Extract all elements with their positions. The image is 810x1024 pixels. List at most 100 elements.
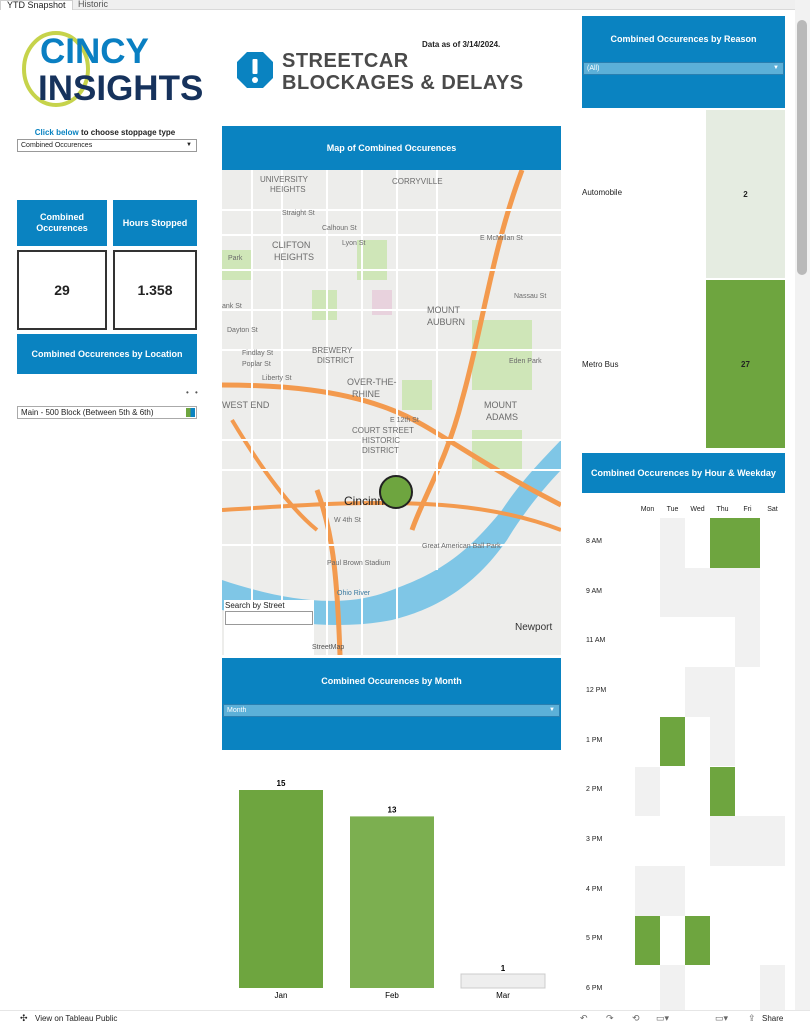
heatmap-cell[interactable]	[660, 865, 685, 916]
month-bar-mar[interactable]	[460, 973, 546, 989]
map-label-mcmillan: E McMillan St	[480, 235, 523, 242]
month-chart: 15 Jan 13 Feb 1 Mar	[222, 765, 561, 1000]
tab-bar: YTD Snapshot Historic	[0, 0, 795, 10]
map-label-mount: MOUNT	[427, 305, 460, 315]
redo-icon[interactable]: ↷	[606, 1013, 614, 1023]
heatmap-cell[interactable]	[735, 518, 760, 568]
map-label-district2: DISTRICT	[362, 446, 399, 455]
map-canvas[interactable]: UNIVERSITY HEIGHTS CORRYVILLE CLIFTON HE…	[222, 170, 561, 655]
heatmap-cell[interactable]	[735, 816, 760, 866]
map-label-historic: HISTORIC	[362, 436, 400, 445]
share-button[interactable]: Share	[762, 1014, 784, 1023]
map-label-paul-brown: Paul Brown Stadium	[327, 560, 391, 567]
heatmap-cell[interactable]	[710, 816, 735, 866]
heatmap-cell[interactable]	[660, 716, 685, 767]
location-list-item[interactable]: Main - 500 Block (Between 5th & 6th)	[17, 406, 197, 419]
heatmap-cell[interactable]	[660, 567, 685, 618]
hour-label: 11 AM	[586, 637, 606, 645]
month-bar-jan[interactable]	[239, 790, 323, 988]
hour-label: 1 PM	[586, 736, 603, 744]
map[interactable]: UNIVERSITY HEIGHTS CORRYVILLE CLIFTON HE…	[222, 170, 561, 655]
map-search-input[interactable]	[225, 611, 313, 625]
month-bar-feb[interactable]	[350, 816, 434, 988]
reason-label-automobile: Automobile	[582, 188, 623, 197]
location-header: Combined Occurences by Location	[17, 334, 197, 374]
heatmap-cell[interactable]	[710, 716, 735, 767]
map-label-rhine: RHINE	[352, 389, 380, 399]
heatmap-cell[interactable]	[635, 766, 660, 817]
view-on-tableau-link[interactable]: View on Tableau Public	[35, 1014, 118, 1023]
weekday-label: Mon	[640, 506, 655, 513]
occurences-kpi-value: 29	[17, 250, 107, 330]
undo-icon[interactable]: ↶	[580, 1013, 588, 1023]
location-more-icon[interactable]: • •	[186, 388, 200, 397]
heatmap-cell[interactable]	[660, 518, 685, 568]
heatmap-cell[interactable]	[710, 518, 735, 568]
hour-label: 6 PM	[586, 985, 603, 993]
dashboard-title: STREETCAR BLOCKAGES & DELAYS	[282, 50, 524, 94]
revert-icon[interactable]: ⟲	[632, 1013, 640, 1023]
month-category-label: Mar	[496, 991, 510, 1000]
map-label-adams: ADAMS	[486, 412, 518, 422]
month-category-label: Jan	[275, 991, 288, 1000]
tableau-toolbar: ✣ View on Tableau Public ↶ ↷ ⟲ ▭▾ ▭▾ ⇪ S…	[0, 1010, 810, 1024]
map-label-poplar: Poplar St	[242, 361, 271, 368]
heatmap-cell[interactable]	[760, 816, 785, 866]
hours-kpi-value: 1.358	[113, 250, 197, 330]
logo-text-insights: INSIGHTS	[38, 69, 203, 108]
map-label-findlay: Findlay St	[242, 350, 273, 357]
map-label-heights: HEIGHTS	[270, 185, 306, 194]
map-label-eden-park: Eden Park	[509, 358, 542, 365]
month-header: Combined Occurences by Month	[321, 676, 462, 686]
reason-filter-value: (All)	[587, 65, 600, 72]
month-header-panel: Combined Occurences by Month Month ▼	[222, 658, 561, 750]
heatmap-cell[interactable]	[660, 965, 685, 1015]
heatmap-cell[interactable]	[710, 667, 735, 717]
map-label-westend: WEST END	[222, 400, 270, 410]
stoppage-type-value: Combined Occurences	[21, 142, 93, 149]
heatmap-cell[interactable]	[685, 567, 710, 618]
device-layout-icon[interactable]: ▭▾	[715, 1013, 729, 1023]
logo-text-cincy: CINCY	[40, 32, 149, 71]
map-label-clifton-heights: HEIGHTS	[274, 252, 314, 262]
scrollbar-thumb[interactable]	[797, 20, 807, 275]
map-label-nassau: Nassau St	[514, 293, 546, 300]
tab-historic[interactable]: Historic	[78, 0, 109, 9]
heatmap-cell[interactable]	[685, 915, 710, 966]
heatmap-cell[interactable]	[710, 567, 735, 618]
tableau-icon: ✣	[20, 1013, 28, 1023]
pause-icon[interactable]: ▭▾	[656, 1013, 670, 1023]
heatmap-cell[interactable]	[635, 865, 660, 916]
map-label-district: DISTRICT	[317, 356, 354, 365]
map-label-over: OVER-THE-	[347, 377, 397, 387]
map-label-newport: Newport	[515, 622, 552, 633]
heatmap-cell[interactable]	[635, 915, 660, 966]
heatmap-cell[interactable]	[685, 667, 710, 717]
heatmap-cell[interactable]	[710, 766, 735, 817]
month-filter-dropdown[interactable]: Month ▼	[223, 704, 560, 717]
reason-cell-automobile[interactable]: 2	[706, 110, 785, 278]
map-header: Map of Combined Occurences	[222, 126, 561, 170]
reason-cell-metro-bus[interactable]: 27	[706, 280, 785, 448]
reason-label-metro-bus: Metro Bus	[582, 360, 619, 369]
reason-filter-dropdown[interactable]: (All) ▼	[583, 62, 784, 75]
hour-label: 4 PM	[586, 885, 603, 893]
heatmap-cell[interactable]	[735, 567, 760, 618]
map-label-park: Park	[228, 255, 243, 262]
weekday-label: Fri	[743, 506, 752, 513]
weekday-label: Tue	[666, 506, 679, 513]
hour-label: 9 AM	[586, 587, 602, 595]
heatmap-cell[interactable]	[760, 965, 785, 1015]
hours-kpi-header: Hours Stopped	[113, 200, 197, 246]
map-label-corryville: CORRYVILLE	[392, 177, 443, 186]
heatmap-cell[interactable]	[735, 617, 760, 668]
share-icon[interactable]: ⇪	[748, 1013, 756, 1023]
weekday-label: Thu	[716, 506, 729, 513]
stoppage-type-dropdown[interactable]: Combined Occurences ▼	[17, 139, 197, 152]
map-label-clifton: CLIFTON	[272, 240, 310, 250]
tab-ytd-snapshot[interactable]: YTD Snapshot	[0, 0, 73, 10]
map-label-e12: E 12th St	[390, 417, 419, 424]
occurence-map-marker[interactable]	[379, 475, 413, 509]
reason-chart: Automobile 2 Metro Bus 27	[582, 110, 785, 448]
hourly-header: Combined Occurences by Hour & Weekday	[582, 453, 785, 493]
